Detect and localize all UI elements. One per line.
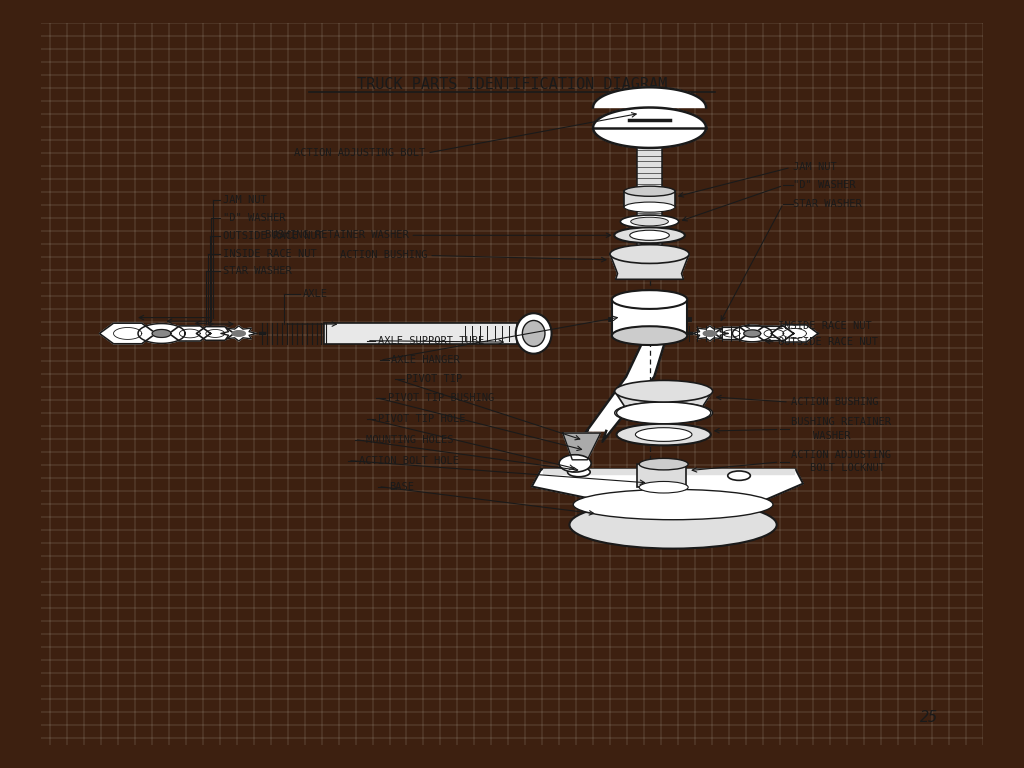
- Polygon shape: [563, 433, 600, 460]
- Text: JAM NUT: JAM NUT: [793, 162, 837, 173]
- Ellipse shape: [569, 501, 777, 548]
- Ellipse shape: [614, 380, 713, 402]
- Text: BUSHING RETAINER: BUSHING RETAINER: [791, 417, 891, 427]
- Polygon shape: [99, 323, 156, 344]
- Polygon shape: [221, 326, 257, 341]
- Text: WASHER: WASHER: [813, 431, 851, 441]
- Polygon shape: [715, 327, 749, 339]
- Polygon shape: [138, 323, 185, 343]
- Ellipse shape: [621, 215, 679, 228]
- Ellipse shape: [612, 290, 687, 309]
- Polygon shape: [771, 325, 818, 342]
- Polygon shape: [692, 326, 728, 341]
- Text: AXLE: AXLE: [303, 289, 328, 299]
- Bar: [637, 464, 686, 487]
- Polygon shape: [153, 329, 171, 337]
- Polygon shape: [703, 331, 717, 336]
- Text: PIVOT TIP: PIVOT TIP: [407, 374, 463, 384]
- Ellipse shape: [614, 227, 685, 243]
- Ellipse shape: [516, 313, 552, 354]
- Text: MOUNTING HOLES: MOUNTING HOLES: [366, 435, 454, 445]
- Text: "D" WASHER: "D" WASHER: [223, 213, 286, 223]
- Text: STAR WASHER: STAR WASHER: [793, 198, 861, 209]
- Ellipse shape: [630, 230, 670, 240]
- Ellipse shape: [616, 402, 711, 424]
- Ellipse shape: [624, 202, 675, 212]
- Text: BUSHING RETAINER WASHER: BUSHING RETAINER WASHER: [264, 230, 409, 240]
- Text: BASE: BASE: [389, 482, 415, 492]
- Text: AXLE SUPPORT TUBE: AXLE SUPPORT TUBE: [378, 336, 484, 346]
- Bar: [612, 300, 687, 336]
- Text: ACTION BUSHING: ACTION BUSHING: [791, 397, 879, 407]
- Text: BOLT LOCKNUT: BOLT LOCKNUT: [810, 463, 885, 473]
- Polygon shape: [169, 326, 211, 341]
- Ellipse shape: [612, 326, 687, 345]
- Bar: [637, 135, 662, 250]
- Ellipse shape: [567, 468, 590, 477]
- Ellipse shape: [573, 489, 773, 520]
- Polygon shape: [610, 254, 689, 280]
- Text: JAM NUT: JAM NUT: [223, 195, 266, 205]
- Polygon shape: [543, 469, 794, 474]
- Ellipse shape: [559, 455, 591, 472]
- Ellipse shape: [636, 428, 692, 442]
- Bar: [324, 323, 517, 343]
- Polygon shape: [593, 88, 707, 108]
- Polygon shape: [593, 108, 707, 148]
- Text: INSIDE RACE NUT: INSIDE RACE NUT: [223, 249, 316, 259]
- Ellipse shape: [624, 186, 675, 197]
- Text: "D" WASHER: "D" WASHER: [793, 180, 855, 190]
- Text: ACTION ADJUSTING BOLT: ACTION ADJUSTING BOLT: [294, 148, 425, 158]
- Text: OUTSIDE RACE NUT: OUTSIDE RACE NUT: [223, 231, 323, 241]
- Text: STAR WASHER: STAR WASHER: [223, 266, 292, 276]
- Polygon shape: [197, 326, 234, 340]
- Text: TRUCK PARTS IDENTIFICATION DIAGRAM: TRUCK PARTS IDENTIFICATION DIAGRAM: [357, 77, 667, 92]
- Polygon shape: [579, 337, 667, 442]
- Ellipse shape: [522, 320, 545, 346]
- Polygon shape: [232, 331, 246, 336]
- Polygon shape: [614, 391, 713, 413]
- Text: AXLE HANGER: AXLE HANGER: [391, 355, 460, 365]
- Polygon shape: [743, 330, 761, 337]
- Ellipse shape: [616, 424, 711, 445]
- Polygon shape: [732, 325, 772, 342]
- Polygon shape: [754, 326, 794, 341]
- Ellipse shape: [639, 458, 688, 470]
- Ellipse shape: [639, 482, 688, 493]
- Text: OUTSIDE RACE NUT: OUTSIDE RACE NUT: [777, 337, 878, 347]
- Text: PIVOT TIP HOLE: PIVOT TIP HOLE: [378, 414, 466, 424]
- Ellipse shape: [728, 471, 751, 480]
- Polygon shape: [531, 469, 803, 503]
- Text: 25: 25: [920, 710, 938, 725]
- Bar: [624, 191, 675, 207]
- Text: ACTION BUSHING: ACTION BUSHING: [340, 250, 427, 260]
- Ellipse shape: [614, 402, 713, 424]
- Text: ACTION BOLT HOLE: ACTION BOLT HOLE: [359, 455, 460, 465]
- Ellipse shape: [631, 217, 669, 226]
- Ellipse shape: [610, 245, 689, 263]
- Text: INSIDE RACE NUT: INSIDE RACE NUT: [777, 321, 871, 331]
- Text: PIVOT TIP BUSHING: PIVOT TIP BUSHING: [388, 392, 494, 402]
- Text: ACTION ADJUSTING: ACTION ADJUSTING: [791, 450, 891, 460]
